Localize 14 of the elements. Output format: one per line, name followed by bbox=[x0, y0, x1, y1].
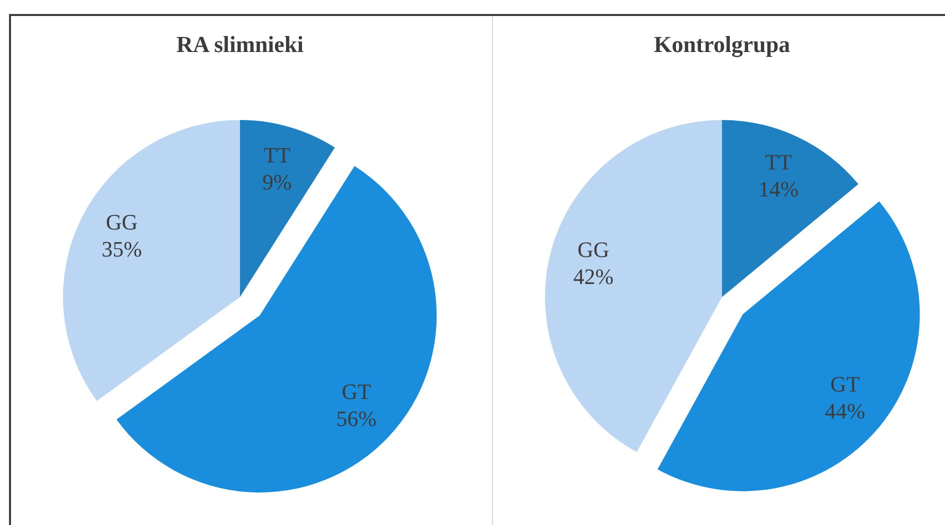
chart-title: Kontrolgrupa bbox=[652, 32, 792, 58]
data-label: 42% bbox=[573, 264, 614, 289]
slice-label: GT bbox=[342, 379, 372, 404]
data-label: 44% bbox=[824, 398, 866, 424]
data-label: 56% bbox=[336, 406, 377, 432]
slice-label: GG bbox=[106, 210, 138, 235]
data-label: 35% bbox=[102, 236, 142, 262]
slice-label: GT bbox=[830, 372, 860, 397]
slice-label: TT bbox=[765, 150, 793, 175]
data-label: 14% bbox=[758, 176, 799, 202]
data-label: 9% bbox=[262, 169, 292, 194]
slice-label: TT bbox=[264, 142, 292, 168]
slice-label: GG bbox=[578, 236, 610, 262]
chart-title: RA slimnieki bbox=[175, 32, 305, 58]
